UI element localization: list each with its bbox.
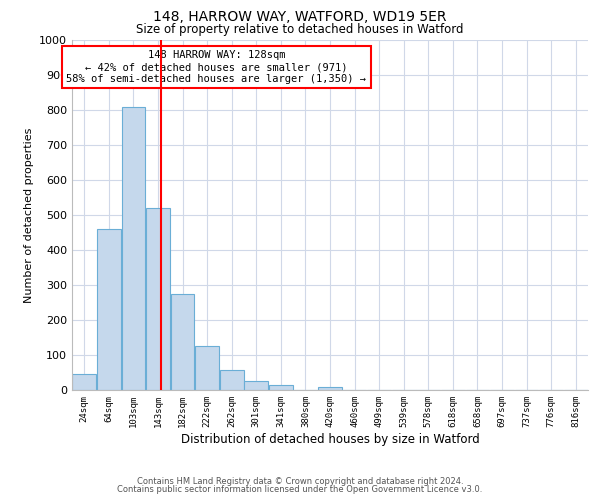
Bar <box>97 229 121 390</box>
Text: Size of property relative to detached houses in Watford: Size of property relative to detached ho… <box>136 22 464 36</box>
Text: Contains HM Land Registry data © Crown copyright and database right 2024.: Contains HM Land Registry data © Crown c… <box>137 477 463 486</box>
Y-axis label: Number of detached properties: Number of detached properties <box>23 128 34 302</box>
Bar <box>146 208 170 390</box>
Bar <box>122 106 145 390</box>
Bar <box>73 374 96 390</box>
Text: Contains public sector information licensed under the Open Government Licence v3: Contains public sector information licen… <box>118 485 482 494</box>
Bar <box>244 381 268 390</box>
Bar <box>318 387 342 390</box>
Text: 148 HARROW WAY: 128sqm
← 42% of detached houses are smaller (971)
58% of semi-de: 148 HARROW WAY: 128sqm ← 42% of detached… <box>67 50 367 84</box>
Bar <box>269 385 293 390</box>
Bar <box>220 370 244 390</box>
X-axis label: Distribution of detached houses by size in Watford: Distribution of detached houses by size … <box>181 432 479 446</box>
Bar <box>195 346 219 390</box>
Bar <box>170 294 194 390</box>
Text: 148, HARROW WAY, WATFORD, WD19 5ER: 148, HARROW WAY, WATFORD, WD19 5ER <box>153 10 447 24</box>
